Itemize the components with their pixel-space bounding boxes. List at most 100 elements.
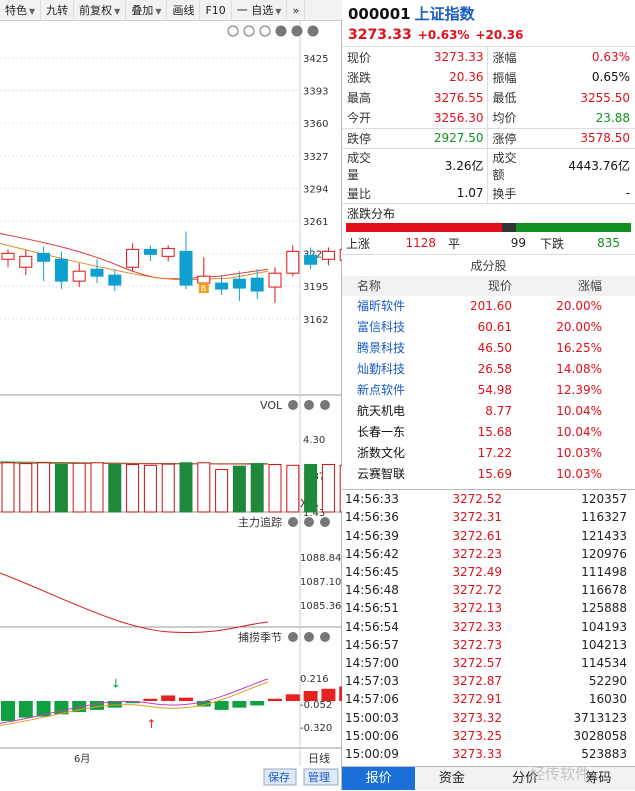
tick-volume: 523883 <box>581 746 627 761</box>
toolbar-item-0[interactable]: 特色 ▼ <box>0 0 42 21</box>
tick-row: 15:00:09 3273.33 523883 <box>342 745 635 763</box>
help-icon <box>304 400 314 410</box>
toolbar-item-label: 特色 <box>5 3 27 17</box>
toolbar-item-label: 叠加 <box>131 3 154 17</box>
candle <box>108 274 122 286</box>
candle <box>304 254 318 265</box>
constituent-name[interactable]: 福昕软件 <box>357 299 406 314</box>
constituent-row[interactable]: 浙数文化 17.22 10.03% <box>342 443 635 464</box>
daily-label: 日线 <box>308 751 330 765</box>
quote-value: 3.26亿 <box>382 148 488 183</box>
volume-bar <box>37 462 51 513</box>
tab-0[interactable]: 报价 <box>342 767 416 790</box>
volume-bar <box>321 463 335 513</box>
candle <box>250 277 264 292</box>
tick-time: 14:56:42 <box>345 546 399 561</box>
volume-bar <box>1 462 15 513</box>
candle <box>126 248 140 268</box>
constituent-name[interactable]: 灿勤科技 <box>357 362 406 377</box>
quote-value: 1.07 <box>382 182 488 204</box>
down-label: 下跌 <box>540 236 565 251</box>
tick-row: 14:56:57 3272.73 104213 <box>342 636 635 654</box>
constituent-name[interactable]: 新点软件 <box>357 383 406 398</box>
toolbar-item-1[interactable]: 九转 <box>41 0 75 21</box>
col-pct[interactable]: 涨幅 <box>577 279 602 294</box>
constituent-row[interactable]: 航天机电 8.77 10.04% <box>342 401 635 422</box>
quote-value: 2927.50 <box>382 128 488 149</box>
tick-row: 14:56:33 3272.52 120357 <box>342 490 635 508</box>
price-tick-label: 3261 <box>303 217 328 228</box>
toolbar-item-4[interactable]: 画线 <box>167 0 201 21</box>
candle <box>321 250 335 260</box>
constituent-name[interactable]: 富信科技 <box>357 320 406 335</box>
toolbar-item-6[interactable]: 一 自选 ▼ <box>232 0 288 21</box>
quote-label: 跌停 <box>347 131 372 146</box>
buy-marker-label: B <box>201 284 207 293</box>
stock-pct: +0.63% <box>417 28 470 42</box>
constituent-pct: 20.00% <box>556 320 602 335</box>
constituent-row[interactable]: 福昕软件 201.60 20.00% <box>342 296 635 317</box>
volume-bar <box>161 463 175 513</box>
tick-time: 14:56:45 <box>345 565 399 580</box>
quote-value: 3578.50 <box>580 131 630 146</box>
tick-row: 14:56:36 3272.31 116327 <box>342 508 635 526</box>
stock-name[interactable]: 上证指数 <box>414 5 475 23</box>
distribution-flat-segment <box>501 223 516 233</box>
tick-row: 14:57:03 3272.87 52290 <box>342 672 635 690</box>
chart-toolbar: 特色 ▼ 九转 前复权 ▼ 叠加 ▼ 画线 F10 一 自选 ▼» <box>0 0 342 21</box>
settings-icon <box>288 400 298 410</box>
quote-value: 3276.55 <box>382 87 488 108</box>
toolbar-item-5[interactable]: F10 <box>200 0 232 21</box>
help-icon <box>291 25 303 37</box>
manage-button-label[interactable]: 管理 <box>308 770 330 784</box>
col-name[interactable]: 名称 <box>357 279 382 294</box>
constituent-pct: 10.04% <box>556 404 602 419</box>
constituent-row[interactable]: 云赛智联 15.69 10.03% <box>342 464 635 485</box>
quote-label: 均价 <box>492 111 517 126</box>
tick-row: 14:57:06 3272.91 16030 <box>342 690 635 708</box>
tick-time: 14:56:48 <box>345 583 399 598</box>
save-button-label[interactable]: 保存 <box>268 770 290 784</box>
distribution-bar <box>346 223 631 233</box>
more-button[interactable]: » <box>287 0 306 21</box>
tick-time: 14:56:36 <box>345 510 399 525</box>
constituent-row[interactable]: 富信科技 60.61 20.00% <box>342 317 635 338</box>
candle <box>268 272 282 288</box>
constituent-name[interactable]: 腾景科技 <box>357 341 406 356</box>
toolbar-item-2[interactable]: 前复权 ▼ <box>74 0 127 21</box>
constituent-name[interactable]: 云赛智联 <box>357 467 406 482</box>
toolbar-item-3[interactable]: 叠加 ▼ <box>126 0 168 21</box>
kline-chart[interactable]: 342533933360332732943261322831953162BVOL… <box>0 21 342 790</box>
candle <box>1 252 15 260</box>
stock-code: 000001 <box>348 5 411 23</box>
kline-chart-area[interactable]: 342533933360332732943261322831953162BVOL… <box>0 21 342 790</box>
tab-1[interactable]: 资金 <box>438 771 465 786</box>
quote-label: 涨跌 <box>347 70 372 85</box>
constituent-name[interactable]: 航天机电 <box>357 404 406 419</box>
quote-label: 成交额 <box>492 150 517 182</box>
quote-label: 涨停 <box>492 131 517 146</box>
col-price[interactable]: 现价 <box>487 279 512 294</box>
manage-button[interactable] <box>303 768 339 786</box>
constituent-row[interactable]: 灿勤科技 26.58 14.08% <box>342 359 635 380</box>
constituent-name[interactable]: 浙数文化 <box>357 446 406 461</box>
constituent-name[interactable]: 长春一东 <box>357 425 406 440</box>
season-bar <box>54 701 69 715</box>
toolbar-item-label: F10 <box>205 3 226 17</box>
constituent-price: 60.61 <box>477 320 512 335</box>
tab-2[interactable]: 分价 <box>512 771 539 786</box>
constituent-row[interactable]: 长春一东 15.68 10.04% <box>342 422 635 443</box>
constituent-row[interactable]: 新点软件 54.98 12.39% <box>342 380 635 401</box>
season-bar <box>339 686 342 701</box>
tab-3[interactable]: 筹码 <box>585 771 612 786</box>
constituent-row[interactable]: 腾景科技 46.50 16.25% <box>342 338 635 359</box>
tick-price: 3272.49 <box>452 565 502 580</box>
save-button[interactable] <box>263 768 297 786</box>
quote-label: 最低 <box>492 91 517 106</box>
tick-row: 14:56:39 3272.61 121433 <box>342 527 635 545</box>
constituents-title: 成分股 <box>342 254 635 276</box>
watermark: 经传软件 <box>530 765 591 783</box>
season-bar <box>285 694 300 701</box>
tick-row: 14:56:45 3272.49 111498 <box>342 563 635 581</box>
price-tick-label: 3360 <box>303 119 328 130</box>
